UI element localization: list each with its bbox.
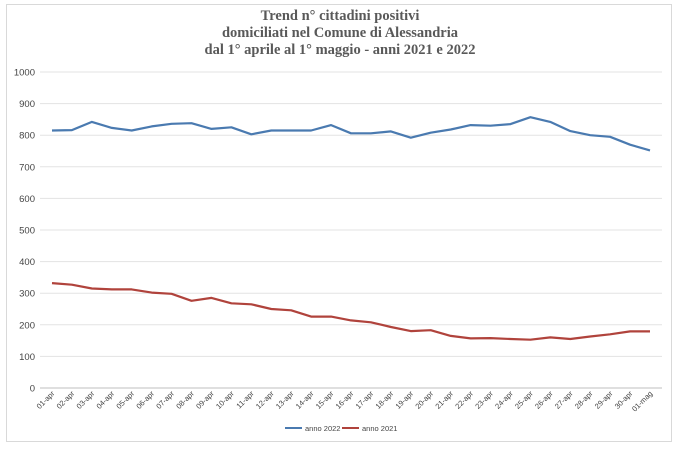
x-tick-label: 17-apr	[354, 389, 376, 411]
x-tick-label: 11-apr	[234, 389, 256, 411]
x-tick-label: 09-apr	[194, 389, 216, 411]
x-tick-label: 18-apr	[374, 389, 396, 411]
y-tick-label: 600	[19, 194, 35, 205]
y-tick-label: 700	[19, 162, 35, 173]
legend-label: anno 2022	[305, 424, 340, 433]
x-tick-label: 20-apr	[413, 389, 435, 411]
y-tick-label: 900	[19, 99, 35, 110]
x-tick-label: 14-apr	[294, 389, 316, 411]
y-axis-ticks: 0 100 200 300 400 500 600 700 800 900 1000	[14, 68, 35, 395]
x-tick-label: 13-apr	[274, 389, 296, 411]
x-axis-ticks: 01-apr02-apr03-apr04-apr05-apr06-apr07-a…	[35, 389, 655, 414]
x-tick-label: 05-apr	[114, 389, 136, 411]
series-line	[51, 116, 651, 152]
chart-title-line-2: domiciliati nel Comune di Alessandria	[221, 25, 459, 41]
grid-lines	[40, 71, 662, 389]
x-tick-label: 08-apr	[174, 389, 196, 411]
chart-title-line-1: Trend n° cittadini positivi	[260, 8, 420, 24]
chart-frame	[6, 4, 672, 442]
series-line	[51, 282, 650, 341]
x-tick-label: 07-apr	[154, 389, 176, 411]
x-tick-label: 28-apr	[573, 389, 595, 411]
y-tick-label: 1000	[14, 68, 35, 79]
x-tick-label: 04-apr	[95, 389, 117, 411]
x-tick-label: 06-apr	[134, 389, 156, 411]
x-tick-label: 22-apr	[453, 389, 475, 411]
y-tick-label: 100	[19, 352, 35, 363]
x-tick-label: 25-apr	[513, 389, 535, 411]
chart-title-line-3: dal 1° aprile al 1° maggio - anni 2021 e…	[204, 42, 476, 58]
y-tick-label: 300	[19, 289, 35, 300]
y-tick-label: 500	[19, 226, 35, 237]
x-tick-label: 26-apr	[533, 389, 555, 411]
x-tick-label: 16-apr	[334, 389, 356, 411]
legend-label: anno 2021	[362, 424, 397, 433]
x-tick-label: 15-apr	[314, 389, 336, 411]
x-tick-label: 01-apr	[35, 389, 57, 411]
x-tick-label: 29-apr	[593, 389, 615, 411]
y-tick-label: 800	[19, 131, 35, 142]
series-lines	[51, 116, 651, 341]
x-tick-label: 21-apr	[433, 389, 455, 411]
x-tick-label: 01-mag	[630, 389, 654, 413]
y-tick-label: 0	[30, 384, 35, 395]
y-tick-label: 200	[19, 320, 35, 331]
x-tick-label: 24-apr	[493, 389, 515, 411]
x-tick-label: 23-apr	[473, 389, 495, 411]
chart-title: Trend n° cittadini positivi domiciliati …	[0, 8, 680, 59]
x-tick-label: 10-apr	[214, 389, 236, 411]
x-tick-label: 27-apr	[553, 389, 575, 411]
x-tick-label: 12-apr	[254, 389, 276, 411]
x-tick-label: 03-apr	[75, 389, 97, 411]
x-tick-label: 02-apr	[55, 389, 77, 411]
legend: anno 2022 anno 2021	[285, 424, 397, 433]
x-tick-label: 19-apr	[394, 389, 416, 411]
y-tick-label: 400	[19, 257, 35, 268]
